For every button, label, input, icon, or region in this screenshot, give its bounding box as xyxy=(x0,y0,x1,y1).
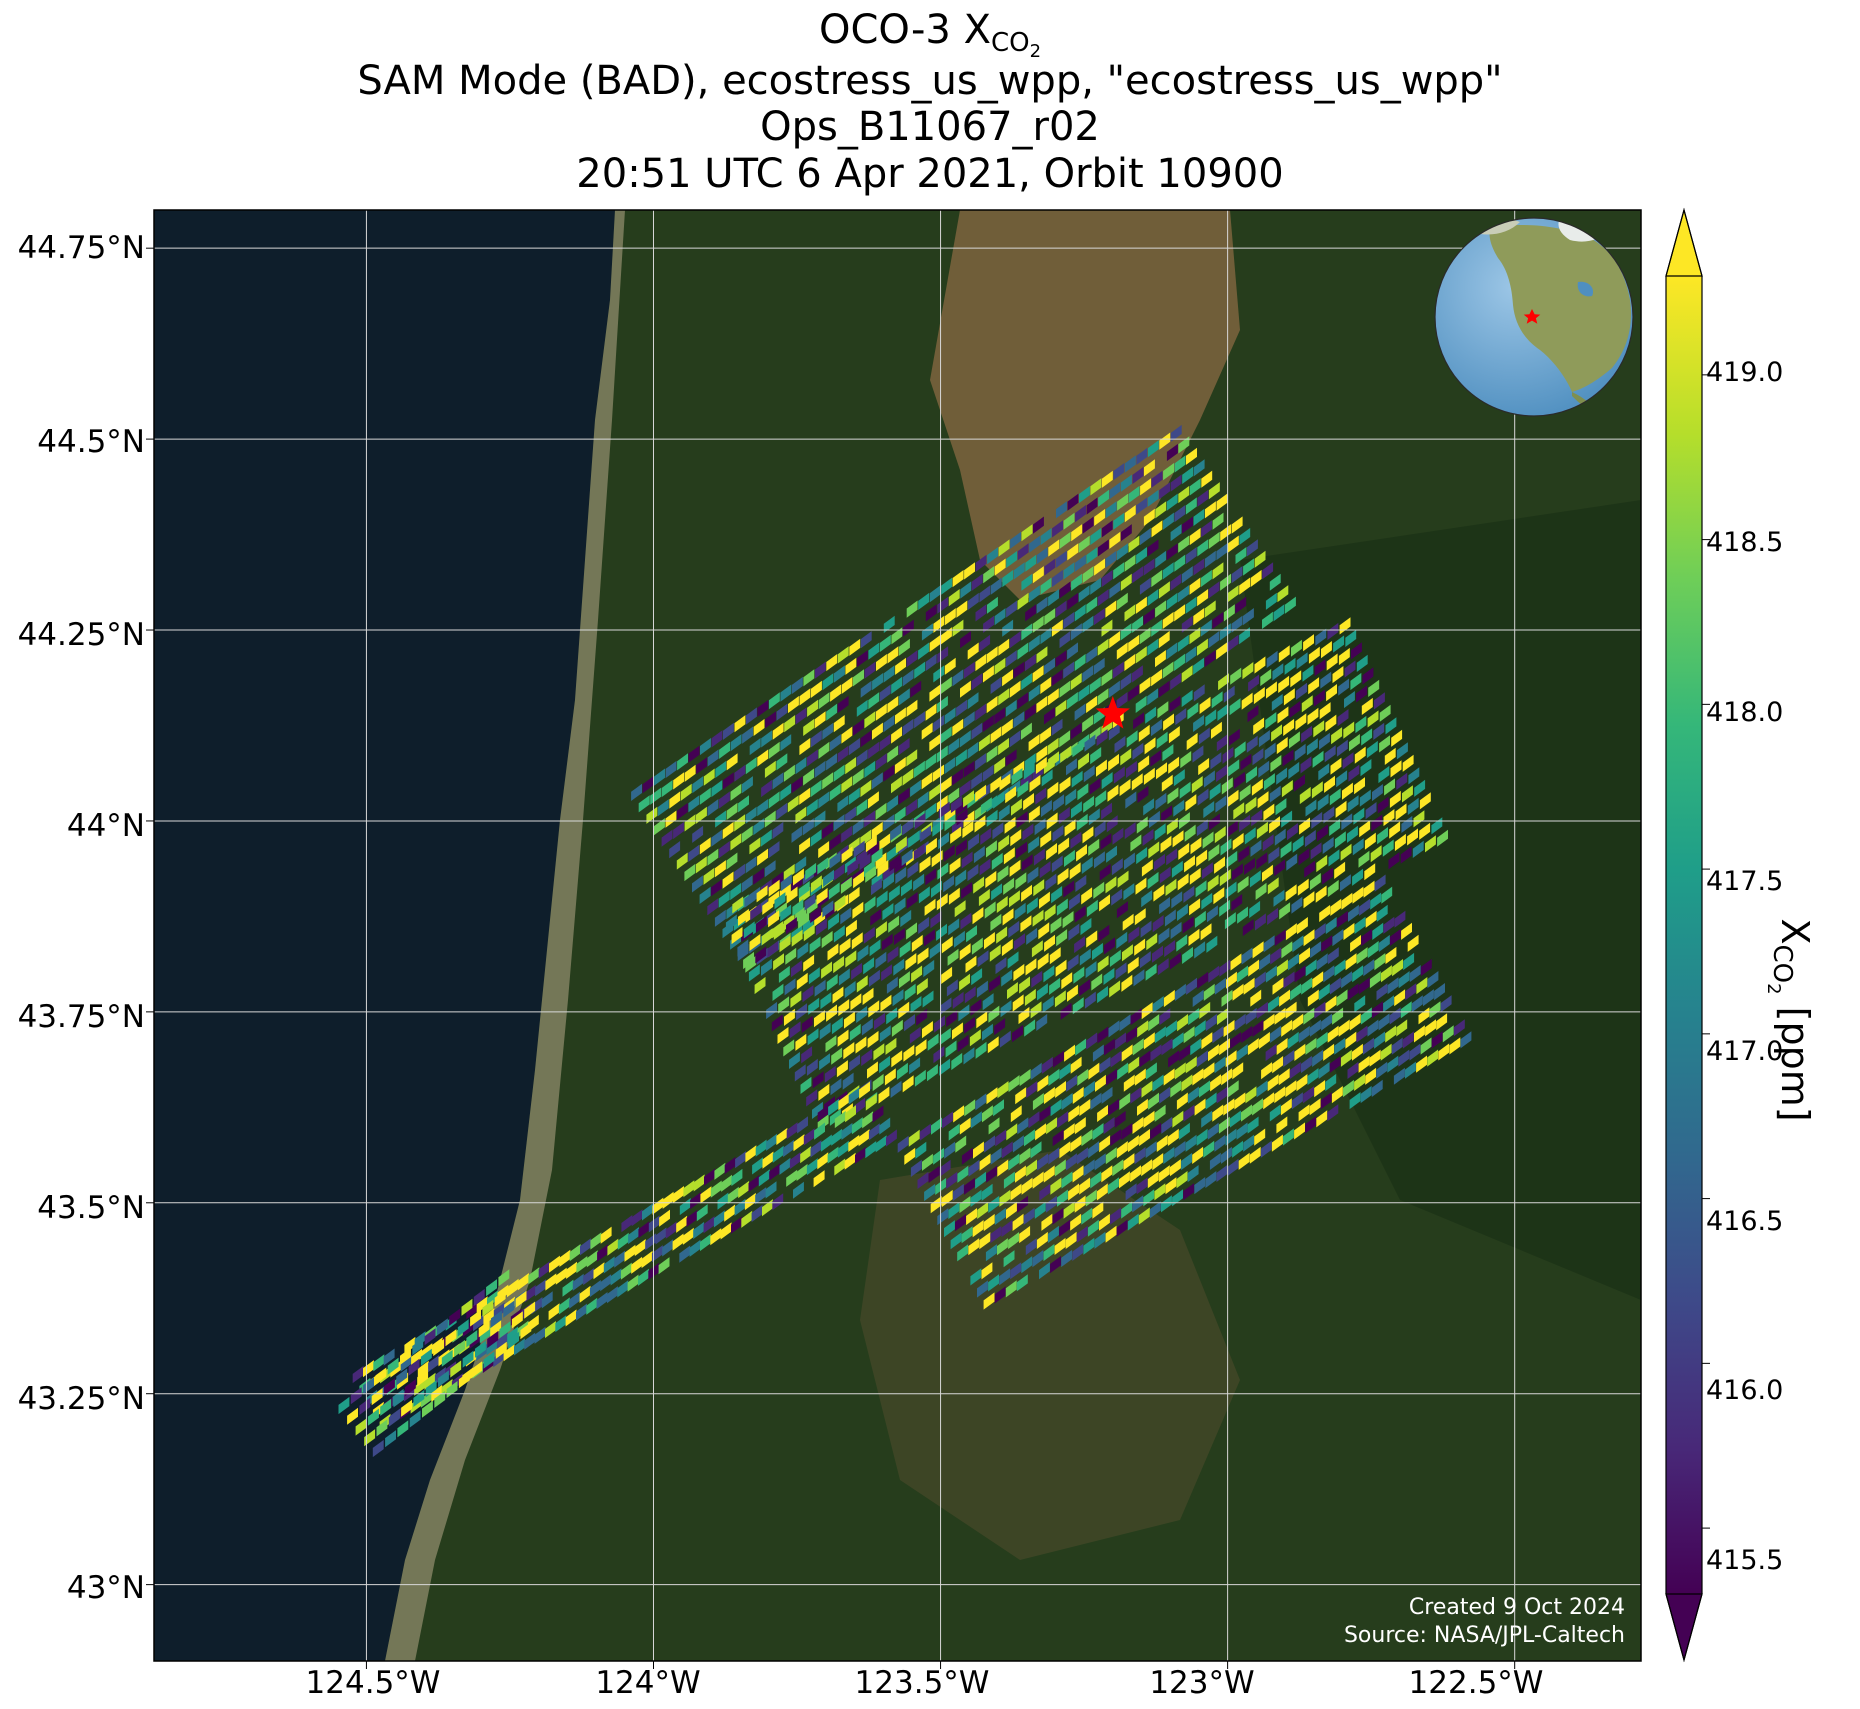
lon-label: 124°W xyxy=(548,1665,748,1701)
source-credit: Source: NASA/JPL-Caltech xyxy=(1344,1623,1625,1648)
lon-label: 122.5°W xyxy=(1376,1665,1576,1701)
colorbar-tick-label: 418.0 xyxy=(1706,697,1783,728)
colorbar xyxy=(1666,210,1710,1660)
lat-label: 44.25°N xyxy=(0,617,145,653)
lat-label: 43°N xyxy=(0,1570,145,1606)
lat-label: 43.75°N xyxy=(0,999,145,1035)
colorbar-tick-label: 416.5 xyxy=(1706,1206,1783,1237)
colorbar-tick-label: 418.5 xyxy=(1706,527,1783,558)
colorbar-tick-label: 415.5 xyxy=(1706,1545,1783,1576)
lat-label: 44°N xyxy=(0,808,145,844)
lat-label: 43.5°N xyxy=(0,1190,145,1226)
lat-label: 44.5°N xyxy=(0,424,145,460)
colorbar-tick-label: 417.5 xyxy=(1706,866,1783,897)
colorbar-tick-label: 416.0 xyxy=(1706,1375,1783,1406)
created-date: Created 9 Oct 2024 xyxy=(1409,1595,1625,1620)
colorbar-tick-label: 419.0 xyxy=(1706,357,1783,388)
colorbar-title: XCO2 [ppm] xyxy=(1763,918,1817,1121)
lon-label: 124.5°W xyxy=(273,1665,473,1701)
lon-label: 123.5°W xyxy=(822,1665,1022,1701)
lat-label: 44.75°N xyxy=(0,230,145,266)
lon-label: 123°W xyxy=(1102,1665,1302,1701)
lat-label: 43.25°N xyxy=(0,1381,145,1417)
